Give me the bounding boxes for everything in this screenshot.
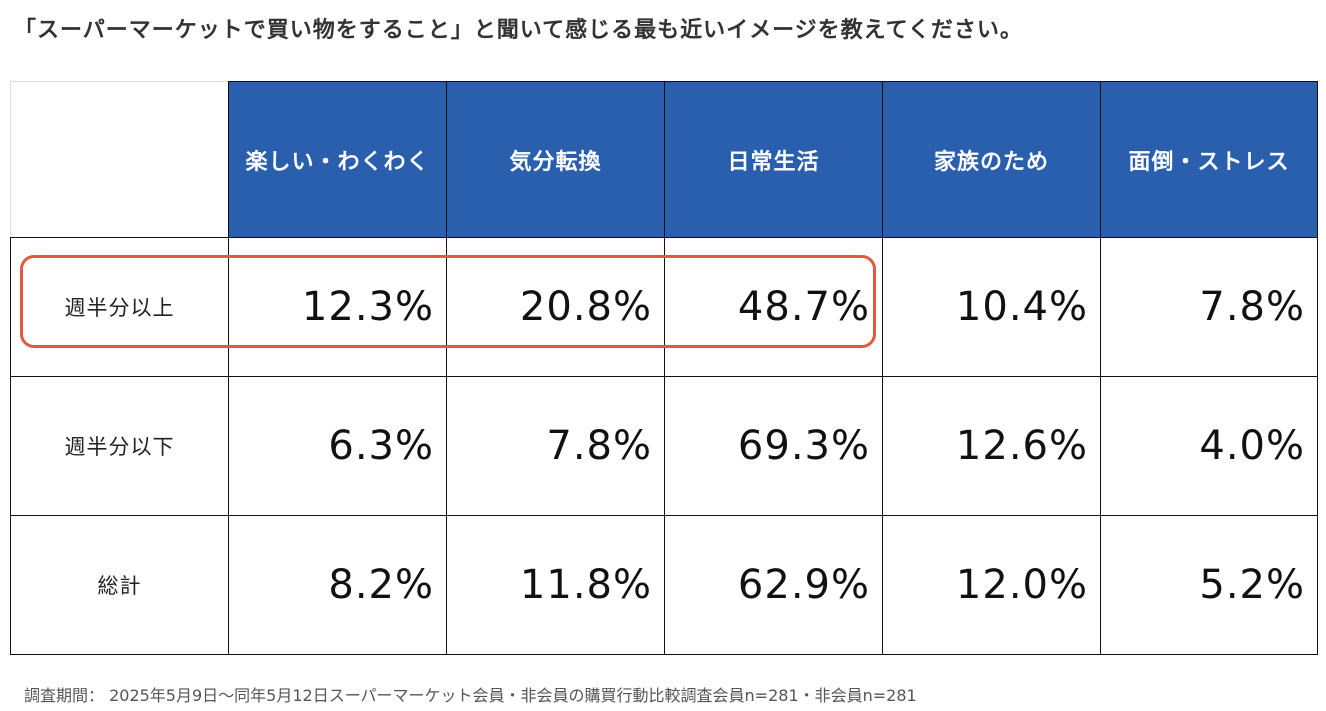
data-cell: 48.7% <box>664 237 883 377</box>
survey-footnote: 調査期間： 2025年5月9日〜同年5月12日スーパーマーケット会員・非会員の購… <box>24 686 917 705</box>
table-row: 週半分以上 12.3% 20.8% 48.7% 10.4% 7.8% <box>10 237 1318 377</box>
survey-table: 楽しい・わくわく 気分転換 日常生活 家族のため 面倒・ストレス 週半分以上 1… <box>10 81 1318 655</box>
data-cell: 12.0% <box>882 515 1101 655</box>
chart-title: 「スーパーマーケットで買い物をすること」と聞いて感じる最も近いイメージを教えてく… <box>14 18 1023 43</box>
header-row: 楽しい・わくわく 気分転換 日常生活 家族のため 面倒・ストレス <box>10 81 1318 238</box>
column-header: 面倒・ストレス <box>1100 81 1318 238</box>
column-header: 楽しい・わくわく <box>228 81 447 238</box>
data-cell: 6.3% <box>228 376 447 516</box>
column-header: 日常生活 <box>664 81 883 238</box>
column-header: 家族のため <box>882 81 1101 238</box>
data-cell: 69.3% <box>664 376 883 516</box>
table-row: 総計 8.2% 11.8% 62.9% 12.0% 5.2% <box>10 515 1318 655</box>
data-cell: 7.8% <box>446 376 665 516</box>
data-cell: 7.8% <box>1100 237 1318 377</box>
table-row: 週半分以下 6.3% 7.8% 69.3% 12.6% 4.0% <box>10 376 1318 516</box>
data-cell: 11.8% <box>446 515 665 655</box>
data-cell: 12.3% <box>228 237 447 377</box>
data-cell: 8.2% <box>228 515 447 655</box>
data-cell: 5.2% <box>1100 515 1318 655</box>
data-cell: 62.9% <box>664 515 883 655</box>
data-cell: 20.8% <box>446 237 665 377</box>
row-label: 週半分以上 <box>10 237 229 377</box>
row-label: 総計 <box>10 515 229 655</box>
corner-cell <box>10 81 229 238</box>
row-label: 週半分以下 <box>10 376 229 516</box>
data-cell: 10.4% <box>882 237 1101 377</box>
data-cell: 12.6% <box>882 376 1101 516</box>
data-cell: 4.0% <box>1100 376 1318 516</box>
column-header: 気分転換 <box>446 81 665 238</box>
